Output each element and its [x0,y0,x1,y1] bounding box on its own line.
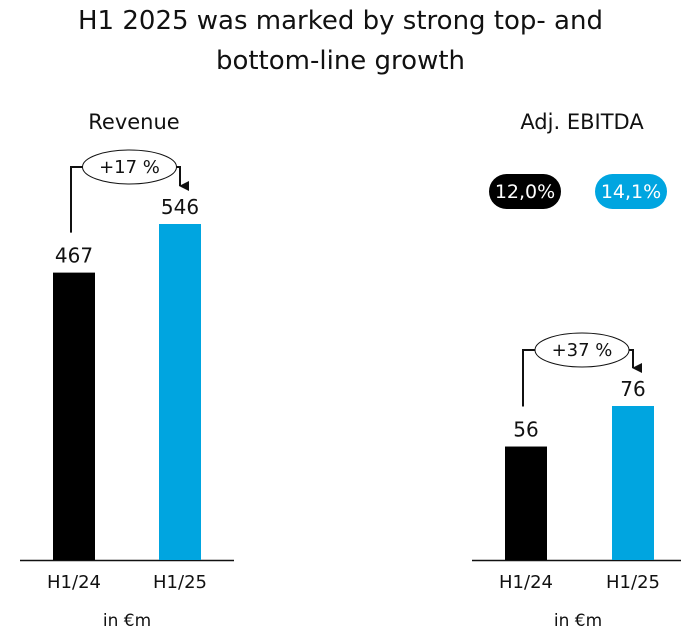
ebitda-data-label-h1-24: 56 [513,418,538,442]
chart-title-line-1: H1 2025 was marked by strong top- and [78,6,603,36]
ebitda-tick-h1-24: H1/24 [499,572,553,593]
revenue-tick-h1-24: H1/24 [47,572,101,593]
revenue-tick-h1-25: H1/25 [153,572,207,593]
ebitda-margin-badge-h1-24 [489,174,561,209]
revenue-unit-label: in €m [103,611,151,631]
ebitda-bar-h1-24 [505,446,547,560]
ebitda-margin-h1-25: 14,1% [601,181,661,203]
revenue-growth-label: +17 % [99,157,160,178]
revenue-growth-bubble [82,149,177,185]
ebitda-panel: Adj. EBITDA 12,0% 14,1% 56 76 H1/24 H1/2… [472,110,681,631]
ebitda-margin-badge-h1-25 [595,174,667,209]
revenue-bar-h1-24 [53,272,95,560]
ebitda-growth-label: +37 % [552,340,613,361]
ebitda-data-label-h1-25: 76 [620,377,645,401]
chart-title-line-2: bottom-line growth [215,46,466,76]
revenue-panel: Revenue 467 546 H1/24 H1/25 in €m +17 % [20,110,234,631]
ebitda-margin-h1-24: 12,0% [495,181,555,203]
ebitda-tick-h1-25: H1/25 [606,572,660,593]
ebitda-unit-label: in €m [554,611,602,631]
revenue-data-label-h1-24: 467 [55,244,93,268]
revenue-title: Revenue [88,110,179,134]
ebitda-bar-h1-25 [612,406,654,560]
ebitda-title: Adj. EBITDA [520,110,644,134]
revenue-data-label-h1-25: 546 [161,195,199,219]
ebitda-growth-bubble [534,332,630,368]
revenue-bar-h1-25 [159,224,201,560]
